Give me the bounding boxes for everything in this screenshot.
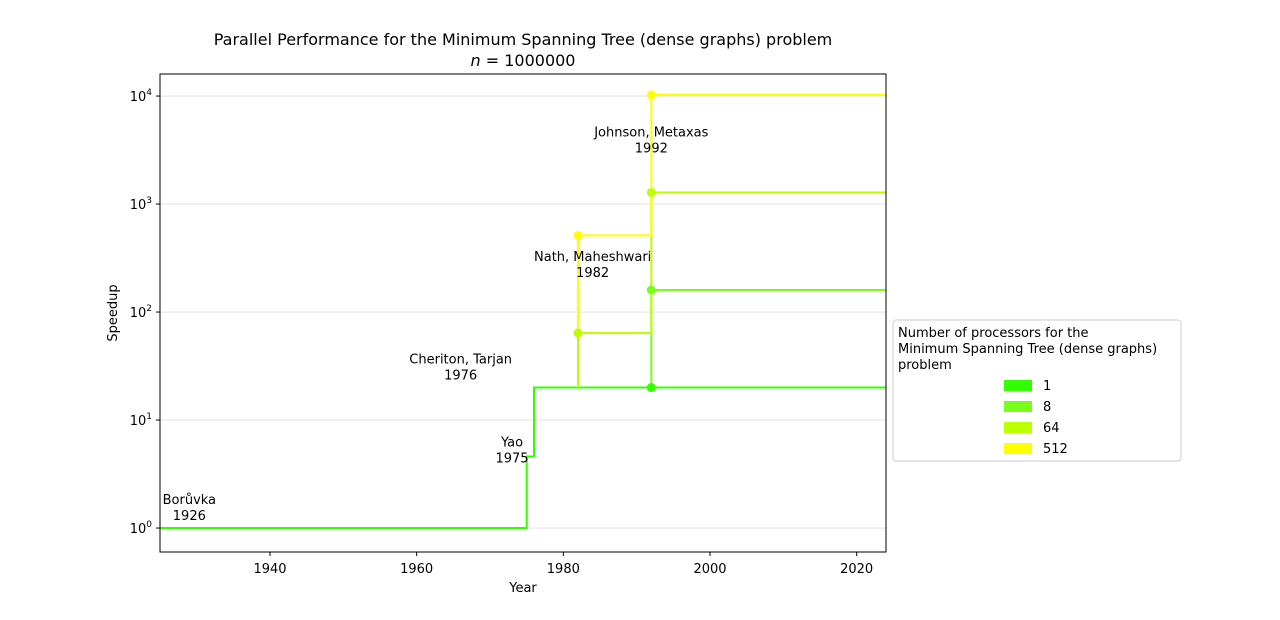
chart-subtitle: n = 1000000 (471, 51, 576, 70)
y-tick-label: 104 (130, 88, 153, 105)
annotation: Cheriton, Tarjan 1976 (409, 352, 512, 383)
legend-swatch-8 (1004, 401, 1032, 412)
data-point-512 (573, 230, 583, 240)
data-point-64 (573, 328, 583, 338)
legend-swatch-1 (1004, 380, 1032, 391)
annotation: Johnson, Metaxas 1992 (593, 126, 708, 157)
y-axis-label: Speedup (106, 284, 121, 341)
annotation: Borůvka 1926 (163, 493, 216, 524)
annotation: Nath, Maheshwari 1982 (534, 250, 651, 281)
x-tick-label: 1980 (547, 562, 580, 577)
legend-label-1: 1 (1043, 379, 1051, 394)
x-tick-label: 1960 (400, 562, 433, 577)
y-tick-label: 101 (130, 412, 152, 429)
data-point-512 (646, 90, 656, 100)
series-line-512 (577, 93, 886, 333)
y-tick-label: 103 (130, 196, 152, 213)
annotations: Borůvka 1926 Yao 1975 Cheriton, Tarjan 1976 Na… (163, 126, 709, 524)
data-point-8 (646, 285, 656, 295)
legend-label-512: 512 (1043, 442, 1068, 457)
data-point-1 (646, 383, 656, 393)
legend-label-64: 64 (1043, 421, 1060, 436)
chart-title: Parallel Performance for the Minimum Spa… (214, 30, 833, 49)
data-point-64 (646, 187, 656, 197)
series-line-64 (577, 191, 886, 388)
legend-frame (892, 319, 1182, 462)
legend-entries: 1 8 64 512 (1004, 379, 1068, 457)
y-tick-label: 100 (130, 520, 153, 537)
legend-title-line-2: Minimum Spanning Tree (dense graphs) (898, 342, 1157, 357)
legend-title-line-3: problem (898, 358, 952, 373)
annotation: Yao 1975 (495, 435, 528, 466)
legend-swatch-512 (1004, 443, 1032, 454)
series-layer (160, 90, 886, 529)
plot-frame (159, 73, 887, 553)
series-line-1 (160, 386, 886, 529)
legend-swatch-64 (1004, 422, 1032, 433)
legend-title-line-1: Number of processors for the (898, 326, 1089, 341)
legend: Number of processors for the Minimum Spa… (892, 319, 1182, 462)
grid (160, 95, 886, 529)
legend-label-8: 8 (1043, 400, 1051, 415)
x-tick-label: 2000 (693, 562, 726, 577)
y-tick-label: 102 (130, 304, 152, 321)
x-tick-label: 1940 (253, 562, 286, 577)
series-line-8 (650, 289, 886, 388)
y-axis: 100 101 102 103 104 (130, 88, 160, 537)
x-axis-label: Year (508, 581, 537, 596)
x-tick-label: 2020 (840, 562, 873, 577)
x-axis: 1940 1960 1980 2000 2020 (253, 552, 873, 577)
